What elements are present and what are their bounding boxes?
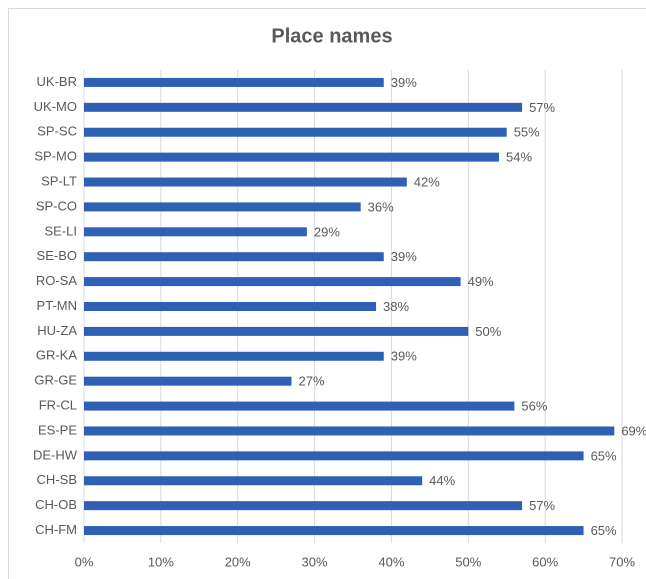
y-tick-label: SE-BO xyxy=(37,248,77,263)
x-tick-label: 0% xyxy=(75,554,94,569)
bar xyxy=(84,152,500,162)
y-tick-label: SP-CO xyxy=(36,198,77,213)
y-tick-label: CH-SB xyxy=(37,472,77,487)
bar xyxy=(84,451,584,461)
y-tick-label: RO-SA xyxy=(36,273,78,288)
data-label: 65% xyxy=(591,448,617,463)
data-label: 57% xyxy=(529,498,555,513)
y-tick-label: GR-GE xyxy=(34,373,77,388)
data-label: 42% xyxy=(414,174,440,189)
bar xyxy=(84,277,461,287)
data-label: 36% xyxy=(368,199,394,214)
data-label: 50% xyxy=(475,324,501,339)
data-label: 39% xyxy=(391,75,417,90)
bar xyxy=(84,501,523,511)
y-tick-label: GR-KA xyxy=(36,348,78,363)
bar xyxy=(84,302,377,311)
data-label: 39% xyxy=(391,349,417,364)
x-tick-label: 60% xyxy=(532,554,558,569)
data-label: 39% xyxy=(391,249,417,264)
data-label: 49% xyxy=(468,274,494,289)
bar xyxy=(84,426,615,436)
bar xyxy=(84,77,384,87)
bar xyxy=(84,202,361,212)
y-tick-label: DE-HW xyxy=(33,447,78,462)
y-tick-label: SE-LI xyxy=(44,223,77,238)
y-tick-label: UK-BR xyxy=(37,74,77,89)
x-tick-label: 20% xyxy=(225,554,251,569)
chart-title: Place names xyxy=(271,25,392,47)
data-label: 55% xyxy=(514,125,540,140)
chart-frame xyxy=(8,8,646,579)
data-label: 38% xyxy=(383,299,409,314)
y-tick-label: CH-OB xyxy=(35,497,77,512)
x-tick-label: 40% xyxy=(378,554,404,569)
bar xyxy=(84,476,423,486)
y-tick-label: SP-LT xyxy=(41,173,77,188)
data-label: 29% xyxy=(314,224,340,239)
data-label: 65% xyxy=(591,523,617,538)
bar xyxy=(84,252,384,262)
bar xyxy=(84,326,469,336)
y-tick-label: SP-SC xyxy=(37,124,77,139)
bar xyxy=(84,127,507,137)
y-tick-label: ES-PE xyxy=(38,422,77,437)
bar xyxy=(84,177,407,187)
y-tick-label: CH-FM xyxy=(35,522,77,537)
y-tick-label: PT-MN xyxy=(37,298,77,313)
data-label: 54% xyxy=(506,150,532,165)
bar xyxy=(84,526,584,536)
data-label: 56% xyxy=(521,399,547,414)
bar xyxy=(84,102,523,112)
bar xyxy=(84,401,515,411)
bar xyxy=(84,227,307,237)
data-label: 57% xyxy=(529,100,555,115)
bar xyxy=(84,376,292,386)
x-tick-label: 10% xyxy=(148,554,174,569)
y-tick-label: FR-CL xyxy=(39,398,77,413)
x-tick-label: 30% xyxy=(302,554,328,569)
bar xyxy=(84,351,384,361)
x-tick-label: 50% xyxy=(455,554,481,569)
x-tick-label: 70% xyxy=(609,554,635,569)
y-tick-label: HU-ZA xyxy=(37,323,77,338)
data-label: 69% xyxy=(621,423,646,438)
data-label: 44% xyxy=(429,473,455,488)
y-tick-label: SP-MO xyxy=(34,149,77,164)
y-tick-label: UK-MO xyxy=(34,99,77,114)
data-label: 27% xyxy=(299,374,325,389)
